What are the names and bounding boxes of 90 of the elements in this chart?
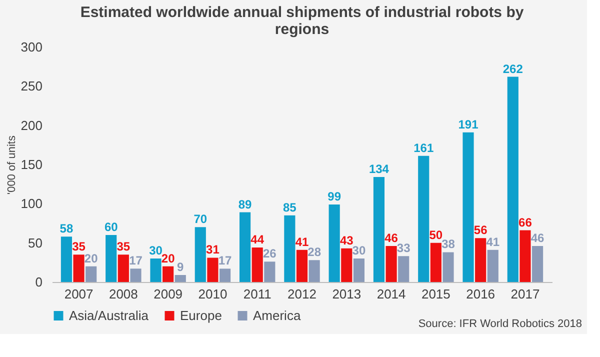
bar bbox=[162, 266, 174, 282]
bar bbox=[130, 268, 142, 282]
data-label: 134 bbox=[368, 162, 390, 176]
y-tick-label: 0 bbox=[35, 274, 42, 290]
x-tick-label: 2013 bbox=[332, 286, 362, 302]
bar bbox=[430, 242, 442, 282]
data-label: 17 bbox=[218, 254, 232, 268]
data-label: 66 bbox=[518, 215, 532, 230]
bar bbox=[341, 248, 352, 282]
y-tick-label: 250 bbox=[20, 78, 42, 94]
legend-label: America bbox=[253, 308, 302, 323]
y-tick-label: 200 bbox=[20, 118, 42, 133]
bar bbox=[328, 204, 340, 282]
data-label: 33 bbox=[396, 241, 411, 256]
bar bbox=[373, 177, 385, 282]
x-tick-label: 2011 bbox=[243, 286, 272, 302]
bar bbox=[174, 274, 186, 282]
bar bbox=[207, 258, 218, 282]
x-tick-label: 2012 bbox=[288, 286, 316, 302]
data-label: 43 bbox=[340, 233, 354, 248]
bar bbox=[252, 248, 263, 282]
data-label: 41 bbox=[295, 234, 309, 249]
bar bbox=[118, 254, 129, 282]
x-tick-label: 2009 bbox=[154, 286, 183, 302]
bar bbox=[532, 246, 544, 282]
source-note: Source: IFR World Robotics 2018 bbox=[418, 318, 582, 330]
data-label: 46 bbox=[384, 230, 398, 245]
data-label: 35 bbox=[72, 240, 86, 254]
y-axis-title: '000 of units bbox=[6, 135, 18, 194]
y-tick-label: 50 bbox=[28, 235, 42, 250]
data-label: 35 bbox=[116, 240, 130, 254]
data-label: 20 bbox=[84, 251, 98, 266]
bar bbox=[194, 227, 206, 282]
bar bbox=[386, 246, 397, 282]
data-label: 41 bbox=[486, 234, 500, 249]
bar bbox=[353, 258, 364, 282]
bar bbox=[219, 268, 231, 282]
bar bbox=[462, 132, 474, 282]
data-label: 161 bbox=[414, 140, 434, 155]
bar bbox=[60, 236, 72, 282]
data-label: 50 bbox=[429, 228, 443, 242]
y-tick-label: 300 bbox=[20, 40, 42, 54]
x-tick-label: 2007 bbox=[64, 286, 94, 302]
bar bbox=[296, 250, 308, 282]
data-label: 191 bbox=[458, 117, 479, 132]
bar bbox=[150, 258, 162, 282]
data-label: 38 bbox=[442, 237, 456, 252]
data-label: 60 bbox=[104, 220, 118, 234]
x-tick-label: 2017 bbox=[510, 286, 540, 302]
bar bbox=[442, 252, 454, 282]
bar bbox=[475, 238, 486, 282]
x-tick-label: 2014 bbox=[376, 286, 406, 302]
data-label: 89 bbox=[238, 197, 252, 212]
x-tick-label: 2008 bbox=[108, 286, 138, 302]
bar bbox=[308, 260, 320, 282]
bar bbox=[240, 212, 251, 282]
bar bbox=[284, 215, 296, 282]
data-label: 70 bbox=[194, 212, 208, 226]
data-label: 99 bbox=[328, 189, 342, 204]
data-label: 26 bbox=[262, 246, 277, 261]
data-label: 56 bbox=[474, 223, 488, 238]
bar bbox=[73, 254, 84, 282]
bar bbox=[418, 156, 430, 282]
data-label: 17 bbox=[129, 254, 143, 268]
x-tick-label: 2015 bbox=[421, 286, 450, 302]
data-label: 262 bbox=[502, 62, 524, 76]
data-label: 28 bbox=[308, 245, 322, 260]
data-label: 20 bbox=[161, 251, 176, 266]
y-tick-label: 100 bbox=[20, 196, 42, 212]
bar bbox=[398, 256, 410, 282]
bar bbox=[264, 262, 276, 282]
legend-label: Asia/Australia bbox=[69, 308, 150, 323]
legend-label: Europe bbox=[180, 308, 222, 323]
data-label: 85 bbox=[283, 200, 297, 214]
data-label: 30 bbox=[149, 244, 163, 258]
bar bbox=[520, 230, 531, 282]
data-label: 58 bbox=[60, 222, 74, 236]
y-tick-label: 150 bbox=[20, 157, 42, 172]
data-label: 9 bbox=[177, 260, 184, 274]
data-label: 46 bbox=[530, 230, 545, 245]
data-label: 44 bbox=[250, 232, 264, 247]
data-label: 31 bbox=[206, 242, 220, 257]
data-label: 30 bbox=[352, 244, 366, 258]
chart-title: Estimated worldwide annual shipments of industrial robots by regions bbox=[80, 4, 524, 38]
x-tick-label: 2016 bbox=[466, 286, 496, 302]
bar bbox=[507, 76, 518, 282]
bar bbox=[86, 266, 97, 282]
bar bbox=[487, 250, 498, 282]
bar bbox=[106, 235, 117, 282]
x-tick-label: 2010 bbox=[198, 286, 228, 302]
